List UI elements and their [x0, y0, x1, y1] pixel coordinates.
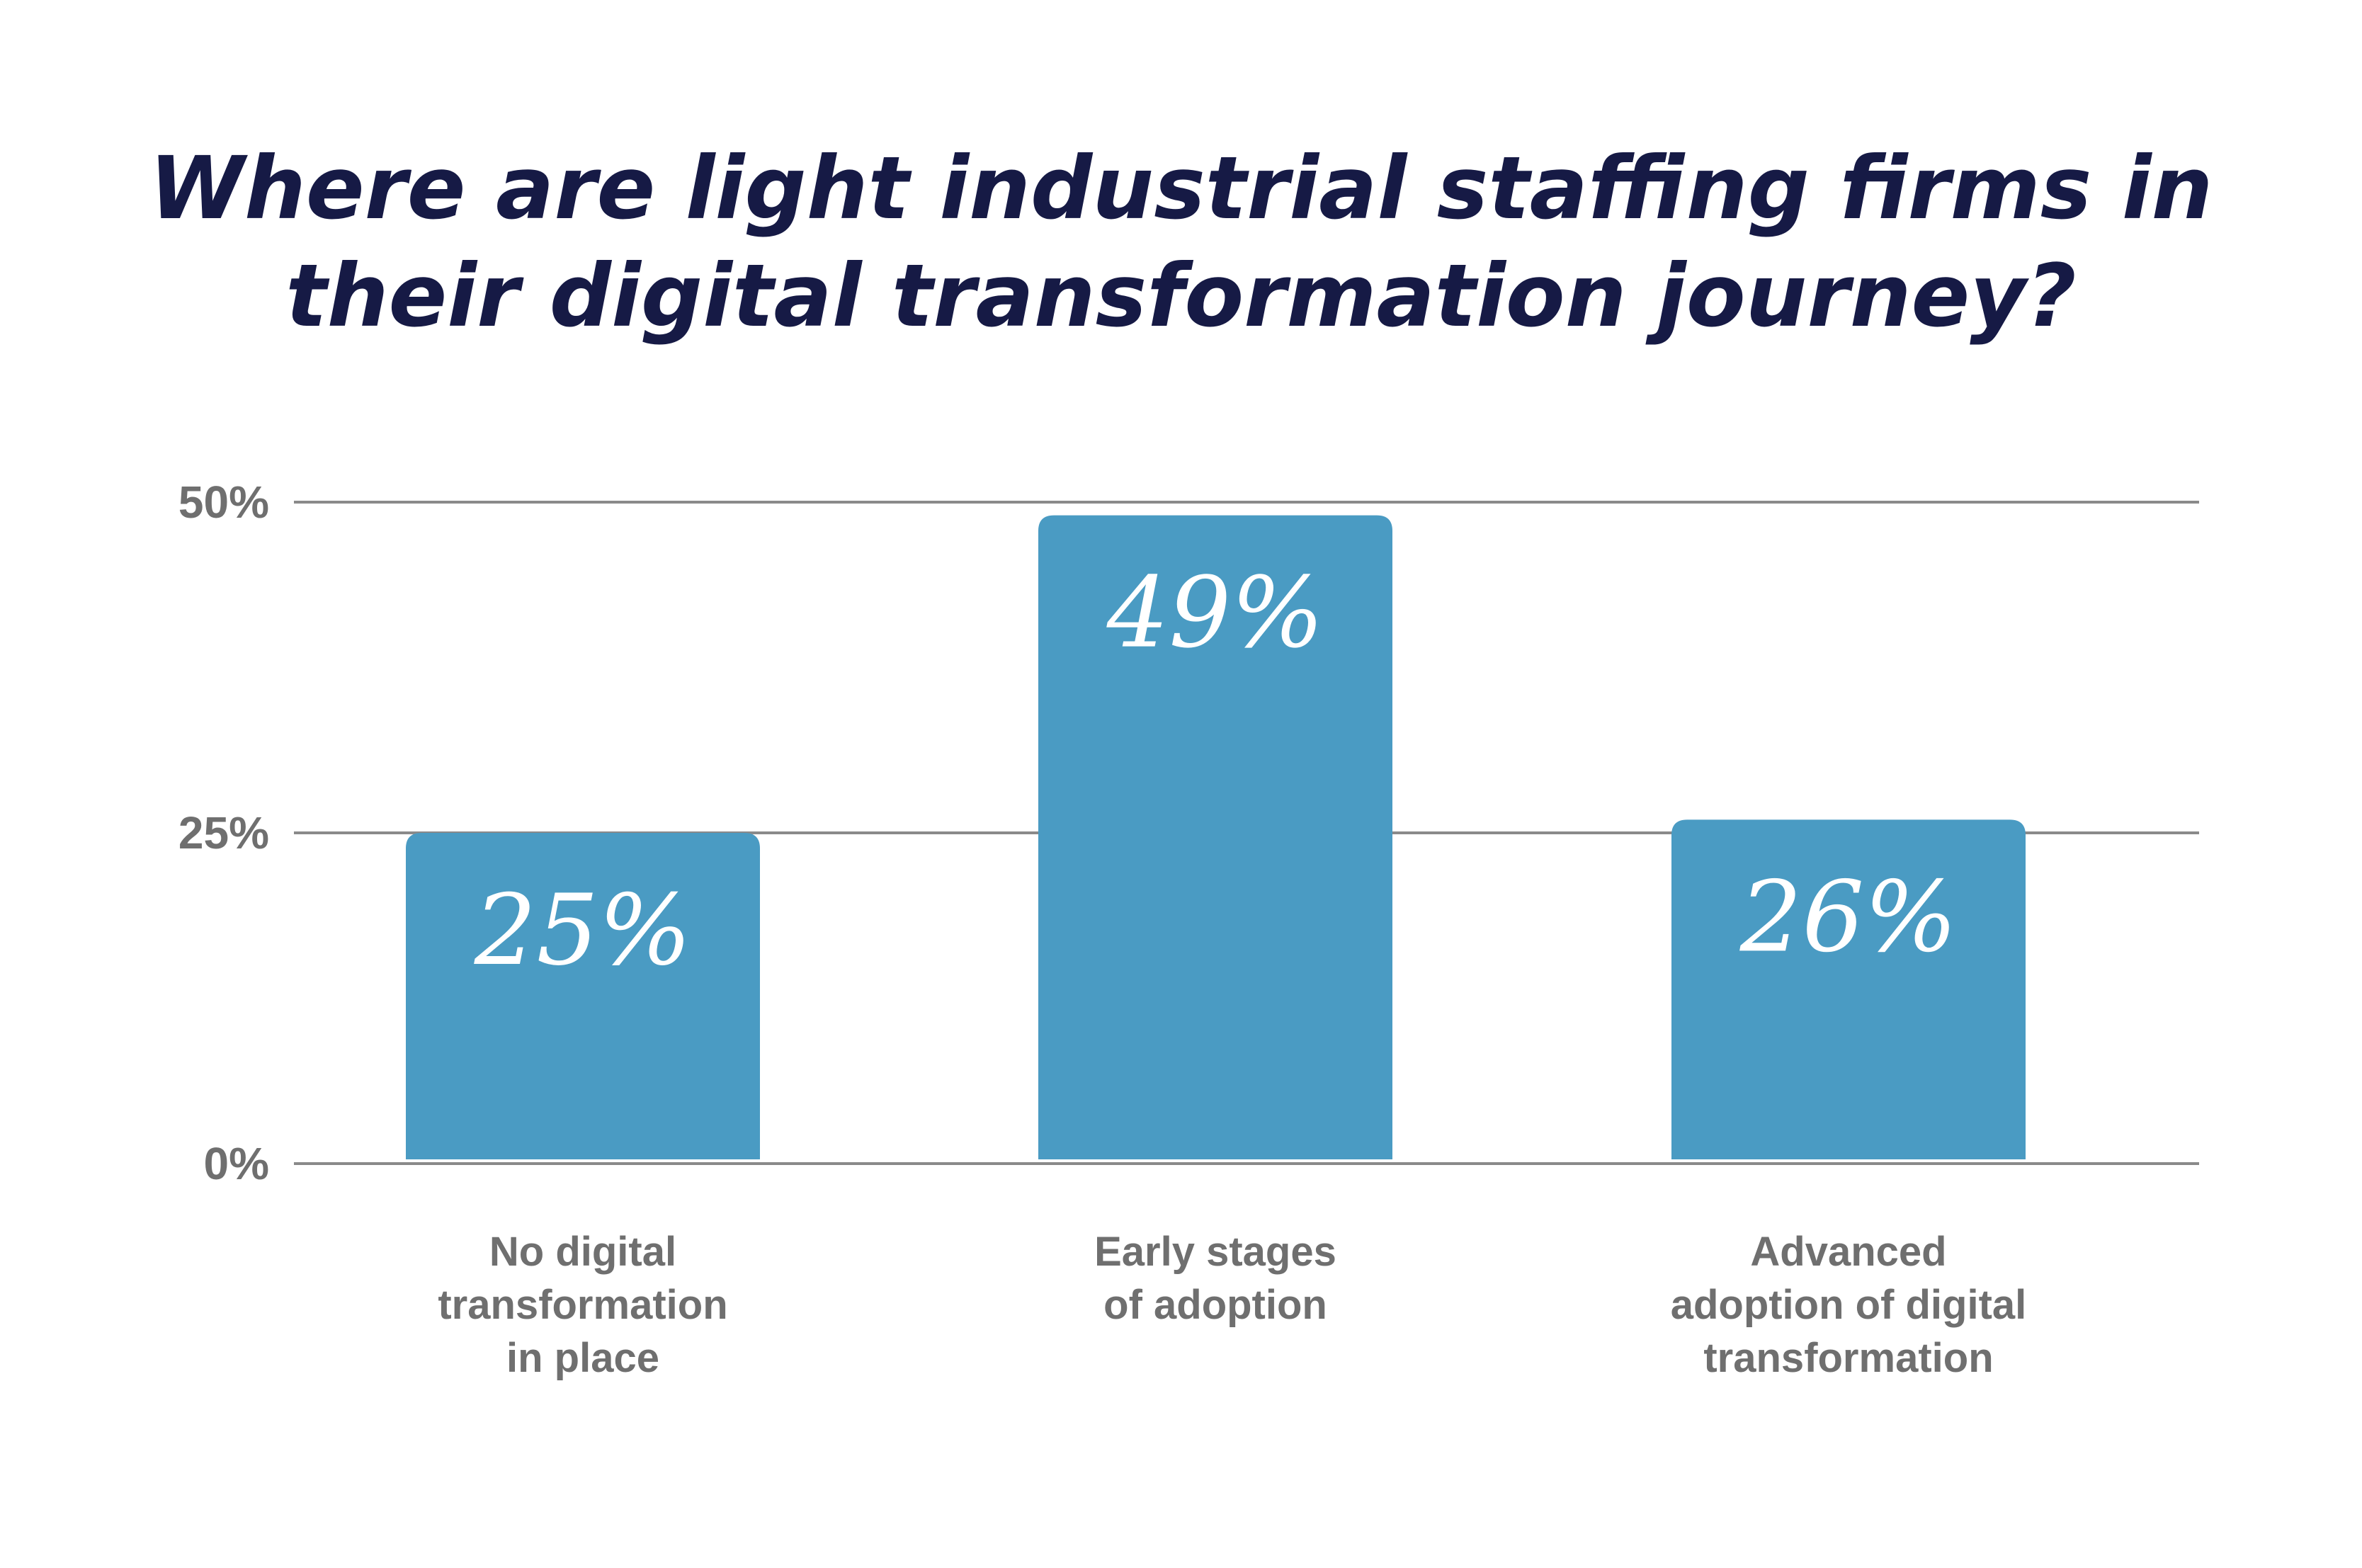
bar: [1038, 515, 1392, 1159]
bar-value-label: 26%: [1739, 860, 1958, 974]
bar: [406, 833, 760, 1159]
bar: [1671, 819, 2026, 1159]
y-tick-label: 50%: [178, 477, 269, 528]
category-label-line: adoption of digital: [1670, 1282, 2027, 1328]
category-label-line: of adoption: [1103, 1282, 1327, 1328]
chart-title: Where are light industrial staffing firm…: [0, 135, 2362, 350]
category-label-line: transformation: [1703, 1335, 1994, 1381]
category-label-early-stages: Early stages of adoption: [960, 1225, 1470, 1331]
category-label-no-digital: No digital transformation in place: [328, 1225, 838, 1385]
bar-value-label: 25%: [474, 873, 692, 987]
bar-value-label: 49%: [1106, 556, 1324, 670]
category-label-line: Early stages: [1094, 1229, 1336, 1275]
chart-title-line-1: Where are light industrial staffing firm…: [149, 138, 2213, 239]
category-label-line: transformation: [438, 1282, 728, 1328]
category-label-line: in place: [506, 1335, 659, 1381]
y-tick-label: 25%: [178, 807, 269, 858]
chart-title-line-2: their digital transformation journey?: [285, 246, 2077, 346]
category-label-line: Advanced: [1750, 1229, 1947, 1275]
category-label-line: No digital: [489, 1229, 677, 1275]
category-label-advanced: Advanced adoption of digital transformat…: [1594, 1225, 2103, 1385]
y-tick-label: 0%: [204, 1138, 270, 1189]
